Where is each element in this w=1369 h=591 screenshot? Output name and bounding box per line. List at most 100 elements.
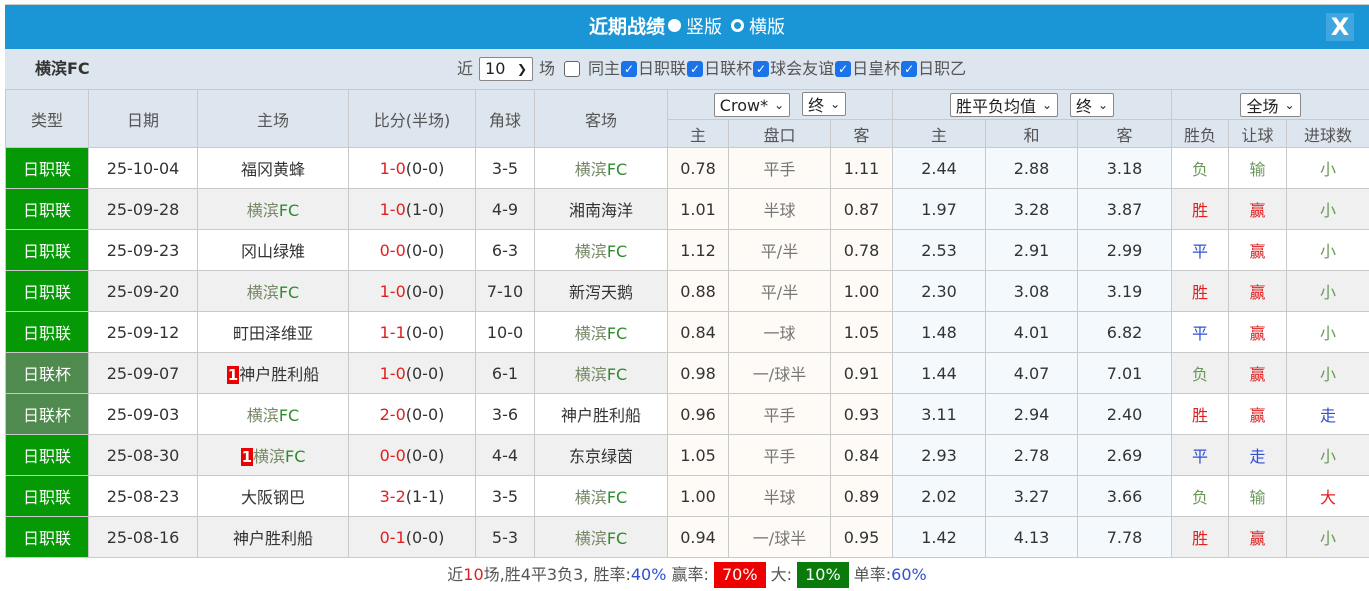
match-type[interactable]: 日职联 [6, 148, 89, 189]
league-checkbox[interactable]: ✓ [835, 61, 851, 77]
title-bar: 近期战绩竖版 横版 X [5, 5, 1369, 49]
away-team[interactable]: 东京绿茵 [535, 435, 668, 476]
goals-result: 小 [1287, 353, 1369, 394]
team-name-part: FC [279, 201, 299, 220]
period-select[interactable]: 全场⌄ [1240, 93, 1300, 117]
away-team[interactable]: 横滨FC [535, 148, 668, 189]
away-win-odds: 2.69 [1078, 435, 1172, 476]
league-checkbox[interactable]: ✓ [901, 61, 917, 77]
result: 平 [1172, 435, 1229, 476]
handicap-result: 赢 [1229, 230, 1287, 271]
score[interactable]: 1-1(0-0) [349, 312, 476, 353]
away-team[interactable]: 横滨FC [535, 312, 668, 353]
average-select[interactable]: 胜平负均值⌄ [950, 93, 1058, 117]
home-team[interactable]: 横滨FC [198, 271, 349, 312]
score[interactable]: 0-1(0-0) [349, 517, 476, 558]
stage-select-1[interactable]: 终⌄ [802, 92, 846, 116]
home-team[interactable]: 大阪钢巴 [198, 476, 349, 517]
away-win-odds: 3.66 [1078, 476, 1172, 517]
table-row[interactable]: 日职联 25-08-16 神户胜利船 0-1(0-0) 5-3 横滨FC 0.9… [6, 517, 1369, 558]
company-select[interactable]: Crow*⌄ [714, 93, 790, 117]
away-odds: 0.93 [831, 394, 893, 435]
score[interactable]: 1-0(0-0) [349, 271, 476, 312]
home-team[interactable]: 1神户胜利船 [198, 353, 349, 394]
table-row[interactable]: 日职联 25-08-30 1横滨FC 0-0(0-0) 4-4 东京绿茵 1.0… [6, 435, 1369, 476]
away-team[interactable]: 横滨FC [535, 517, 668, 558]
handicap-result: 输 [1229, 476, 1287, 517]
table-row[interactable]: 日职联 25-09-20 横滨FC 1-0(0-0) 7-10 新泻天鹅 0.8… [6, 271, 1369, 312]
away-team[interactable]: 横滨FC [535, 353, 668, 394]
match-type[interactable]: 日职联 [6, 476, 89, 517]
table-row[interactable]: 日联杯 25-09-03 横滨FC 2-0(0-0) 3-6 神户胜利船 0.9… [6, 394, 1369, 435]
home-team[interactable]: 福冈黄蜂 [198, 148, 349, 189]
header-corner: 角球 [476, 90, 535, 148]
match-type[interactable]: 日职联 [6, 435, 89, 476]
home-win-odds: 1.44 [893, 353, 986, 394]
match-type[interactable]: 日职联 [6, 271, 89, 312]
league-checkbox[interactable]: ✓ [753, 61, 769, 77]
away-team[interactable]: 湘南海洋 [535, 189, 668, 230]
team-name-part: 横滨 [247, 283, 279, 302]
match-type[interactable]: 日联杯 [6, 353, 89, 394]
score[interactable]: 3-2(1-1) [349, 476, 476, 517]
same-home-checkbox[interactable] [564, 61, 580, 77]
odd-rate: 60% [891, 565, 927, 584]
match-type[interactable]: 日职联 [6, 189, 89, 230]
match-type[interactable]: 日职联 [6, 230, 89, 271]
half-score: (0-0) [406, 446, 445, 465]
radio-vertical[interactable] [668, 19, 681, 32]
table-row[interactable]: 日职联 25-09-28 横滨FC 1-0(1-0) 4-9 湘南海洋 1.01… [6, 189, 1369, 230]
match-count-select[interactable]: 10❯ [479, 57, 533, 81]
score[interactable]: 0-0(0-0) [349, 230, 476, 271]
score[interactable]: 2-0(0-0) [349, 394, 476, 435]
home-win-odds: 3.11 [893, 394, 986, 435]
home-team[interactable]: 冈山绿雉 [198, 230, 349, 271]
option-horizontal-label[interactable]: 横版 [749, 17, 785, 38]
match-type[interactable]: 日职联 [6, 517, 89, 558]
match-type[interactable]: 日职联 [6, 312, 89, 353]
match-type[interactable]: 日联杯 [6, 394, 89, 435]
stage-select-2[interactable]: 终⌄ [1070, 93, 1114, 117]
home-odds: 1.05 [668, 435, 729, 476]
table-row[interactable]: 日联杯 25-09-07 1神户胜利船 1-0(0-0) 6-1 横滨FC 0.… [6, 353, 1369, 394]
table-row[interactable]: 日职联 25-09-23 冈山绿雉 0-0(0-0) 6-3 横滨FC 1.12… [6, 230, 1369, 271]
home-odds: 0.88 [668, 271, 729, 312]
home-team[interactable]: 横滨FC [198, 394, 349, 435]
result: 负 [1172, 476, 1229, 517]
league-checkbox[interactable]: ✓ [621, 61, 637, 77]
match-table: 类型 日期 主场 比分(半场) 角球 客场 Crow*⌄终⌄ 胜平负均值⌄终⌄ … [5, 89, 1369, 558]
table-row[interactable]: 日职联 25-08-23 大阪钢巴 3-2(1-1) 3-5 横滨FC 1.00… [6, 476, 1369, 517]
option-vertical-label[interactable]: 竖版 [686, 17, 722, 38]
team-name: 大阪钢巴 [241, 488, 305, 507]
team-name: 神户胜利船 [233, 529, 313, 548]
score[interactable]: 1-0(1-0) [349, 189, 476, 230]
table-row[interactable]: 日职联 25-10-04 福冈黄蜂 1-0(0-0) 3-5 横滨FC 0.78… [6, 148, 1369, 189]
home-team[interactable]: 1横滨FC [198, 435, 349, 476]
close-button[interactable]: X [1326, 13, 1354, 41]
team-name: 冈山绿雉 [241, 242, 305, 261]
full-score: 1-0 [380, 364, 406, 383]
home-team[interactable]: 横滨FC [198, 189, 349, 230]
home-team[interactable]: 町田泽维亚 [198, 312, 349, 353]
score[interactable]: 0-0(0-0) [349, 435, 476, 476]
handicap: 平手 [729, 394, 831, 435]
rank-badge: 1 [241, 448, 253, 466]
score[interactable]: 1-0(0-0) [349, 148, 476, 189]
team-name: 新泻天鹅 [569, 283, 633, 302]
home-win-odds: 2.30 [893, 271, 986, 312]
match-date: 25-08-30 [89, 435, 198, 476]
full-score: 3-2 [380, 487, 406, 506]
header-home-odds: 主 [668, 120, 729, 148]
team-name-part: FC [607, 160, 627, 179]
home-team[interactable]: 神户胜利船 [198, 517, 349, 558]
radio-horizontal[interactable] [731, 19, 744, 32]
away-team[interactable]: 神户胜利船 [535, 394, 668, 435]
league-checkbox[interactable]: ✓ [687, 61, 703, 77]
goals-result: 小 [1287, 271, 1369, 312]
away-team[interactable]: 横滨FC [535, 476, 668, 517]
away-team[interactable]: 新泻天鹅 [535, 271, 668, 312]
table-row[interactable]: 日职联 25-09-12 町田泽维亚 1-1(0-0) 10-0 横滨FC 0.… [6, 312, 1369, 353]
away-team[interactable]: 横滨FC [535, 230, 668, 271]
score[interactable]: 1-0(0-0) [349, 353, 476, 394]
match-date: 25-09-07 [89, 353, 198, 394]
